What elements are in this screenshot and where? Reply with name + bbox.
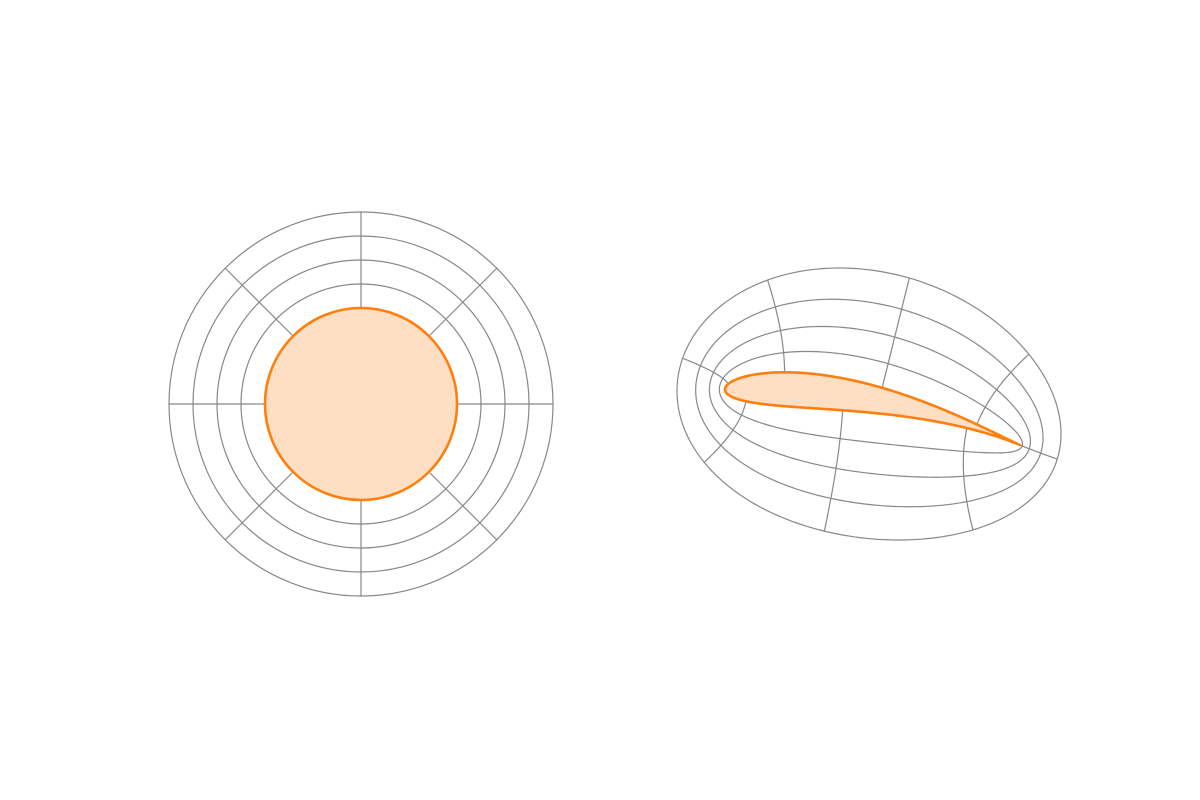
- mapped-radial-grid-line: [881, 277, 910, 388]
- circular-grid-line: [192, 235, 530, 573]
- mapped-radial-grid-line: [682, 357, 729, 385]
- circle-shape: [263, 306, 459, 502]
- circle-polar-grid-panel: [168, 211, 554, 597]
- circular-grid-line: [168, 211, 554, 597]
- mapped-radial-grid-line: [976, 353, 1030, 425]
- mapped-radial-grid-line: [1019, 444, 1058, 460]
- mapped-radial-grid-line: [703, 401, 747, 463]
- mapped-ring-grid-line: [695, 298, 1044, 508]
- circular-grid-line: [240, 283, 482, 525]
- airfoil-shape: [723, 371, 1022, 447]
- mapped-radial-grid-line: [767, 279, 786, 373]
- mapped-ring-grid-line: [708, 325, 1032, 478]
- circular-grid-line: [216, 259, 506, 549]
- mapped-ring-grid-line: [718, 350, 1024, 454]
- mapped-ring-grid-line: [676, 267, 1062, 541]
- mapped-radial-grid-line: [962, 427, 974, 531]
- mapped-radial-grid-line: [823, 410, 844, 532]
- airfoil-mapped-grid-panel: [676, 267, 1062, 541]
